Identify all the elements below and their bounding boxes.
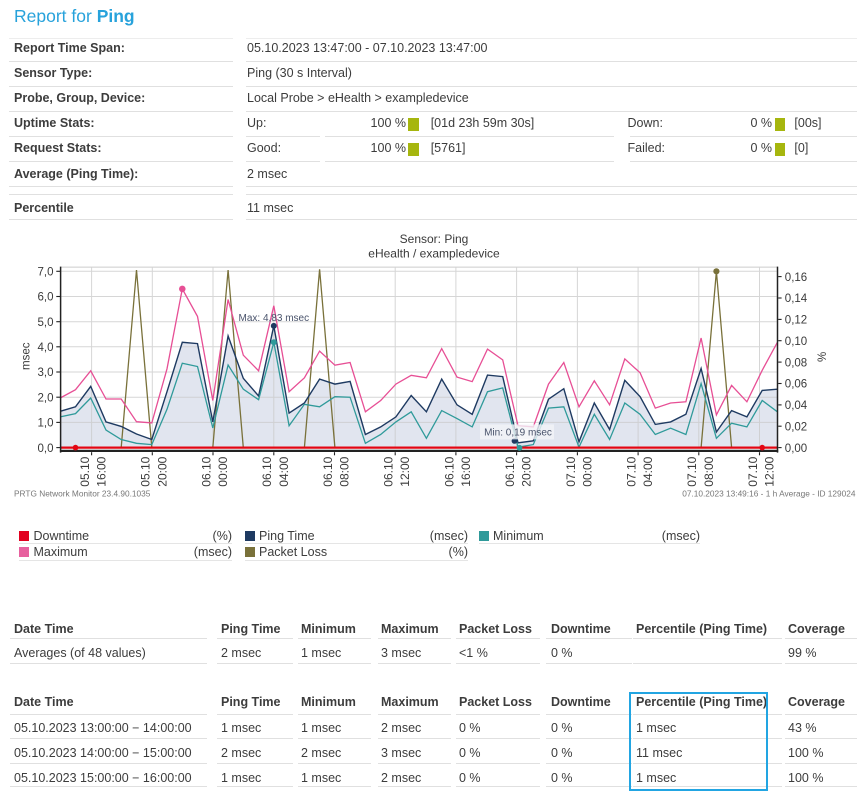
svg-text:3,0: 3,0 (38, 367, 54, 379)
svg-text:Sensor: Ping: Sensor: Ping (400, 232, 469, 246)
svg-text:20:00: 20:00 (520, 456, 534, 486)
svg-text:04:00: 04:00 (277, 456, 291, 486)
svg-text:0,06: 0,06 (785, 379, 807, 391)
svg-text:%: % (817, 352, 829, 362)
svg-text:04:00: 04:00 (641, 456, 655, 486)
svg-text:0,14: 0,14 (785, 293, 808, 305)
svg-text:5,0: 5,0 (38, 317, 54, 329)
svg-text:0,00: 0,00 (785, 443, 807, 455)
svg-text:12:00: 12:00 (398, 456, 412, 486)
svg-text:16:00: 16:00 (459, 456, 473, 486)
svg-text:0,04: 0,04 (785, 400, 808, 412)
svg-text:msec: msec (21, 342, 33, 370)
svg-text:07.10: 07.10 (625, 456, 639, 486)
svg-text:0,02: 0,02 (785, 421, 807, 433)
svg-text:4,0: 4,0 (38, 342, 54, 354)
svg-text:08:00: 08:00 (702, 456, 716, 486)
svg-text:0,10: 0,10 (785, 336, 807, 348)
svg-text:12:00: 12:00 (763, 456, 777, 486)
svg-text:2,0: 2,0 (38, 392, 54, 404)
svg-text:07.10: 07.10 (746, 456, 760, 486)
svg-text:Max: 4,83 msec: Max: 4,83 msec (239, 313, 310, 324)
svg-text:00:00: 00:00 (580, 456, 594, 486)
svg-text:0,0: 0,0 (38, 443, 54, 455)
svg-text:eHealth / exampledevice: eHealth / exampledevice (368, 247, 500, 261)
svg-text:00:00: 00:00 (216, 456, 230, 486)
svg-text:07.10.2023 13:49:16 - 1 h Aver: 07.10.2023 13:49:16 - 1 h Average - ID 1… (682, 489, 856, 499)
svg-text:07.10: 07.10 (685, 456, 699, 486)
svg-text:16:00: 16:00 (95, 456, 109, 486)
svg-text:06.10: 06.10 (321, 456, 335, 486)
svg-text:07.10: 07.10 (564, 456, 578, 486)
svg-text:06.10: 06.10 (382, 456, 396, 486)
svg-text:1,0: 1,0 (38, 418, 54, 430)
svg-text:05.10: 05.10 (139, 456, 153, 486)
svg-text:6,0: 6,0 (38, 292, 54, 304)
svg-text:PRTG Network Monitor 23.4.90.1: PRTG Network Monitor 23.4.90.1035 (14, 489, 151, 499)
svg-text:0,08: 0,08 (785, 357, 807, 369)
svg-text:08:00: 08:00 (338, 456, 352, 486)
svg-text:06.10: 06.10 (442, 456, 456, 486)
svg-text:05.10: 05.10 (78, 456, 92, 486)
svg-text:0,12: 0,12 (785, 315, 807, 327)
svg-text:0,16: 0,16 (785, 272, 807, 284)
svg-text:Min: 0,19 msec: Min: 0,19 msec (484, 428, 552, 439)
svg-text:06.10: 06.10 (260, 456, 274, 486)
svg-text:7,0: 7,0 (38, 267, 54, 279)
svg-text:20:00: 20:00 (155, 456, 169, 486)
svg-text:06.10: 06.10 (503, 456, 517, 486)
svg-text:06.10: 06.10 (199, 456, 213, 486)
